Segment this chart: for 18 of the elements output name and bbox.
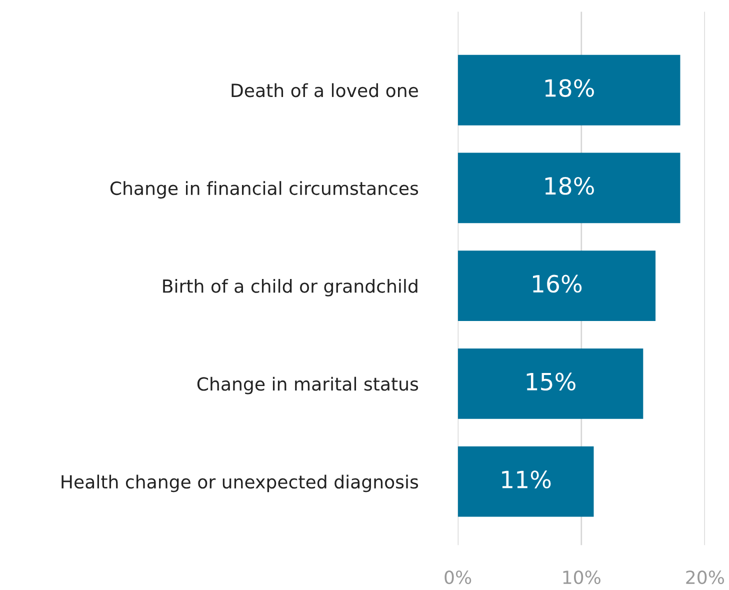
data-label: 18% <box>545 79 594 97</box>
bar <box>458 250 656 322</box>
y-tick-label: Birth of a child or grandchild <box>163 278 418 296</box>
x-tick-label: 10% <box>563 570 600 584</box>
bar <box>458 152 680 224</box>
y-tick-label: Change in financial circumstances <box>110 181 418 199</box>
bar <box>458 54 680 126</box>
y-tick-label: Health change or unexpected diagnosis <box>62 474 418 492</box>
x-tick-label: 20% <box>686 570 724 584</box>
bar <box>458 446 594 517</box>
x-tick-label: 0% <box>444 570 472 584</box>
data-label: 11% <box>502 470 551 488</box>
data-label: 15% <box>526 372 576 391</box>
y-tick-label: Change in marital status <box>197 376 418 394</box>
bar <box>458 348 644 419</box>
y-tick-label: Death of a loved one <box>232 83 418 98</box>
data-label: 18% <box>545 176 594 195</box>
data-label: 16% <box>533 274 582 293</box>
